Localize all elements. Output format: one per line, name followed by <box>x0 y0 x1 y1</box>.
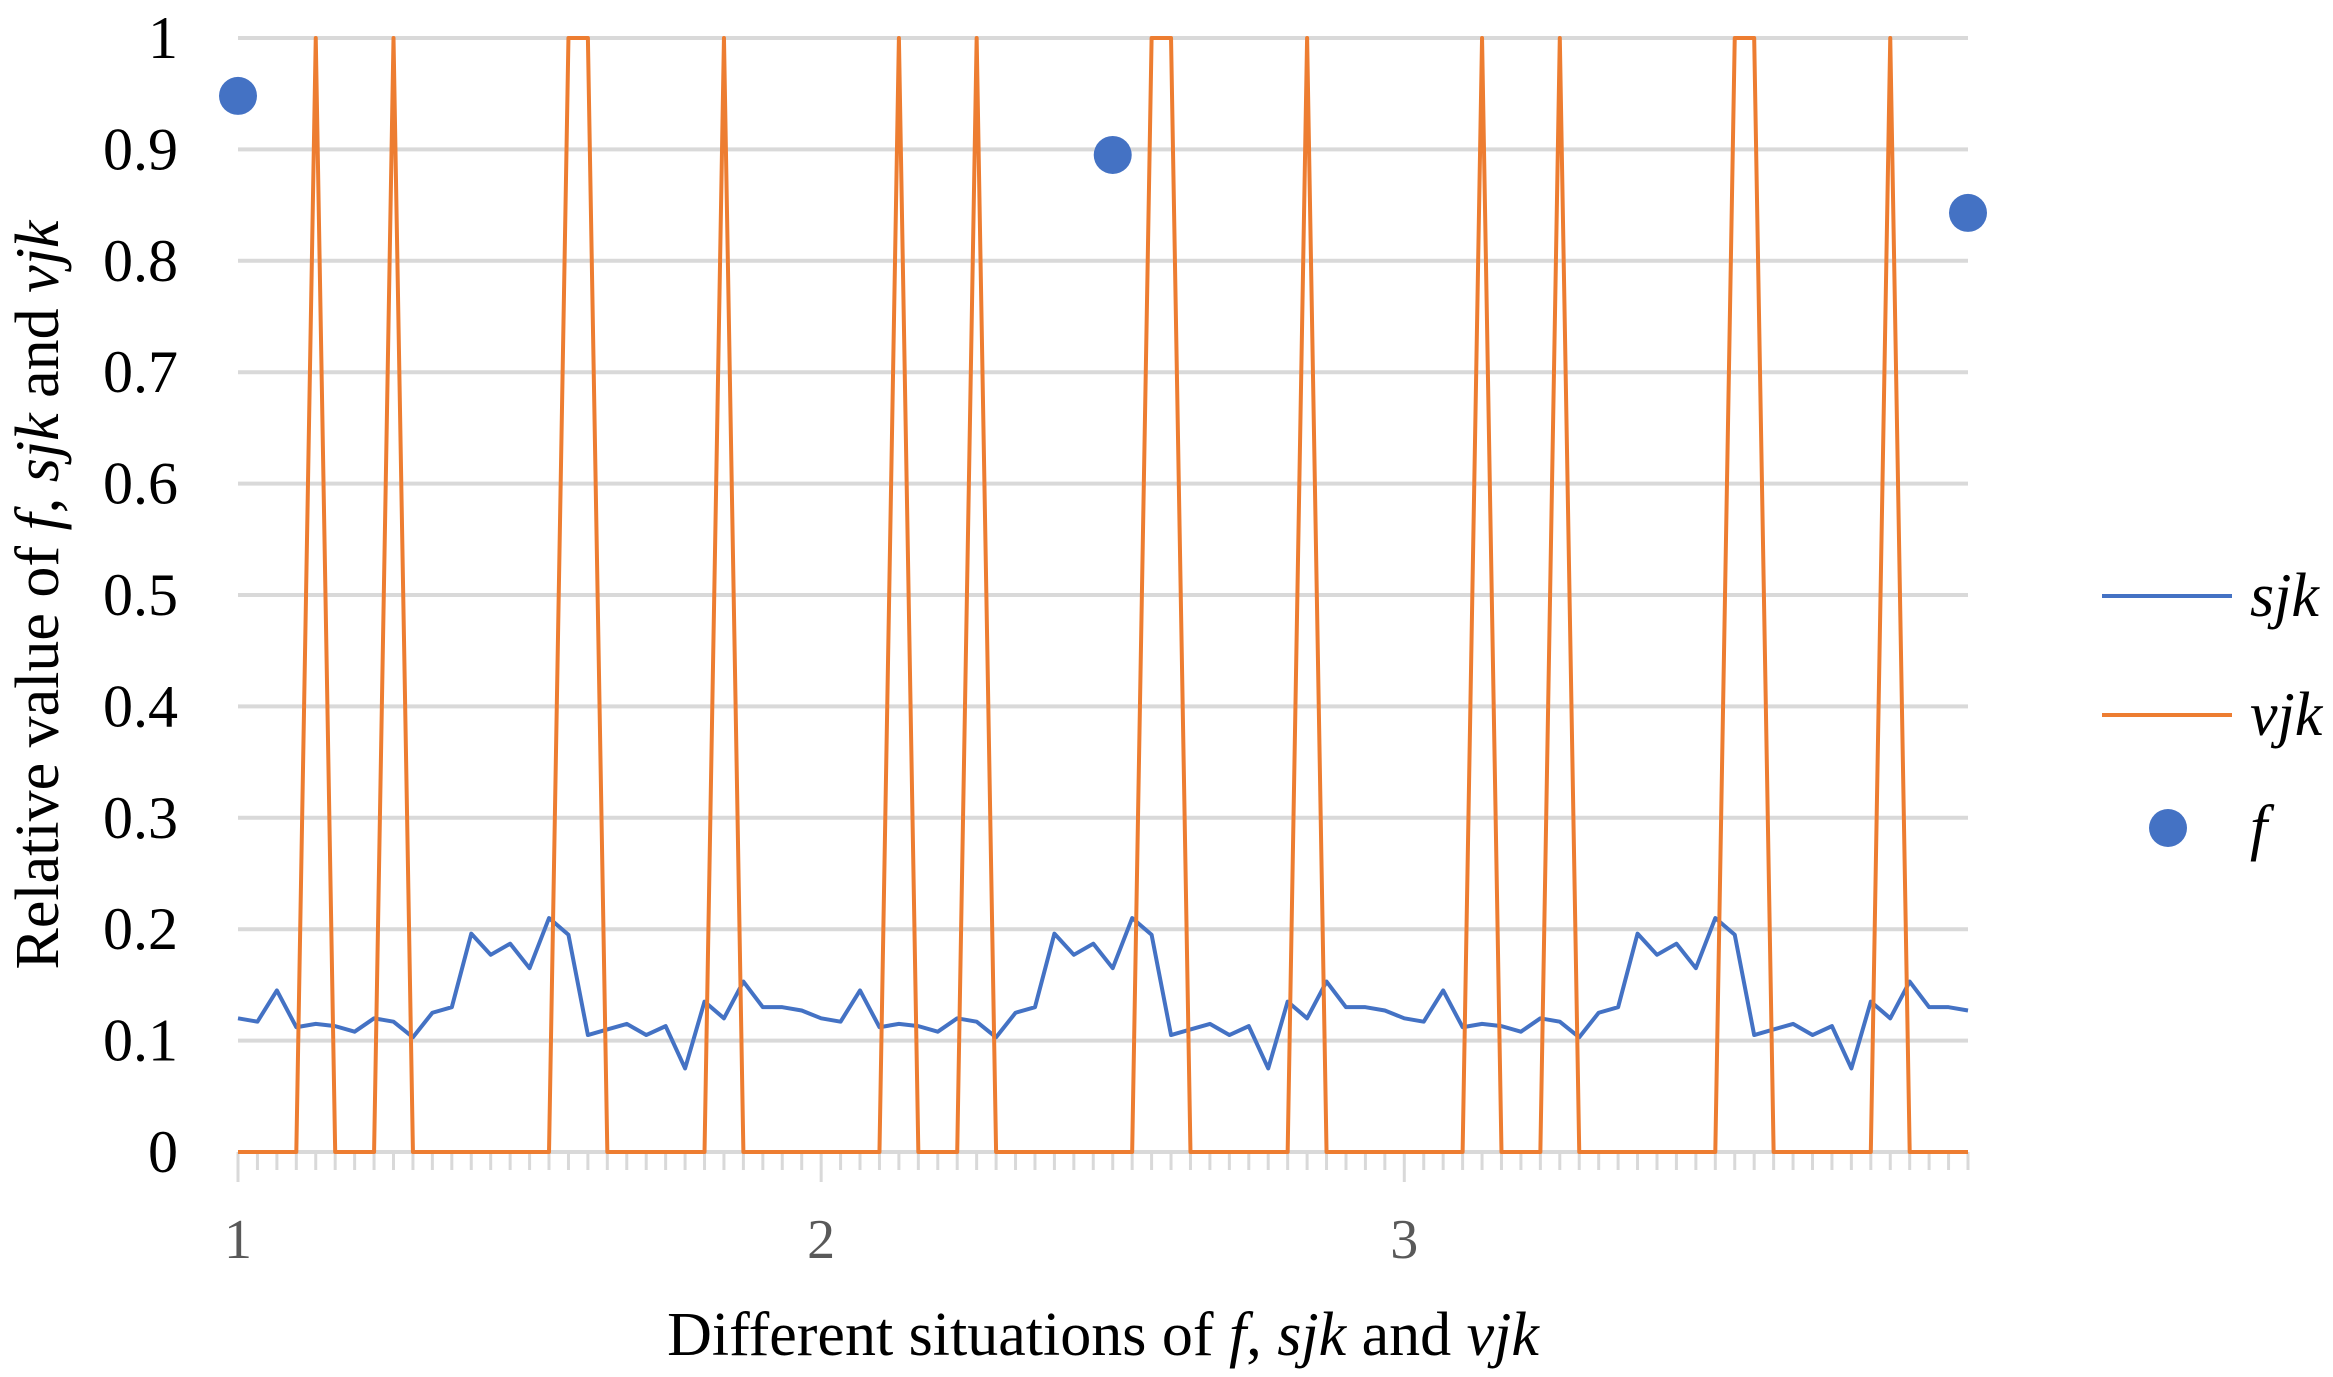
gridlines <box>238 36 1968 1043</box>
legend-f-label: f <box>2250 794 2275 862</box>
y-tick-labels: 0 0.1 0.2 0.3 0.4 0.5 0.6 0.7 0.8 0.9 1 <box>103 5 178 1185</box>
legend-vjk-label: vjk <box>2250 681 2324 749</box>
axis-title-part: sjk <box>1277 1301 1347 1369</box>
axis-title-part: Different situations of <box>667 1301 1229 1369</box>
series-f-point <box>219 76 257 115</box>
y-tick-label: 0.6 <box>103 451 178 517</box>
x-tick-labels: 1 2 3 <box>224 1209 1418 1271</box>
legend-f-swatch <box>2149 809 2187 847</box>
y-axis-title: Relative value of f, sjk and vjk <box>4 219 72 969</box>
y-tick-label: 0.1 <box>103 1008 178 1074</box>
axis-title-part: vjk <box>1467 1301 1541 1369</box>
y-tick-label: 0.5 <box>103 562 178 628</box>
legend-sjk-label: sjk <box>2250 562 2320 630</box>
axis-title-part: , <box>4 482 72 513</box>
y-tick-label: 0.9 <box>103 116 178 182</box>
series-f-point <box>1093 135 1132 174</box>
x-axis <box>236 1150 1970 1182</box>
axis-title-part: Relative value of <box>4 530 72 969</box>
x-tick-label: 3 <box>1390 1209 1418 1271</box>
x-tick-label: 1 <box>224 1209 252 1271</box>
y-tick-label: 0.7 <box>103 339 178 405</box>
series-sjk-line <box>237 916 1969 1071</box>
y-tick-label: 0.3 <box>103 785 178 851</box>
legend: sjk vjk f <box>2102 562 2324 862</box>
y-tick-label: 0.8 <box>103 228 178 294</box>
series-f-point <box>1949 193 1987 232</box>
y-tick-label: 1 <box>148 5 178 71</box>
axis-title-part: and <box>4 293 72 414</box>
axis-title-part: sjk <box>4 412 72 482</box>
y-tick-label: 0 <box>148 1119 178 1185</box>
y-tick-label: 0.4 <box>103 673 178 739</box>
x-axis-title: Different situations of f, sjk and vjk <box>667 1301 1540 1369</box>
axis-title-part: vjk <box>4 219 72 293</box>
y-tick-label: 0.2 <box>103 896 178 962</box>
series-vjk-line <box>238 36 1968 1154</box>
series-group <box>219 36 1987 1154</box>
x-tick-label: 2 <box>807 1209 835 1271</box>
axis-title-part: and <box>1346 1301 1467 1369</box>
axis-title-part: , <box>1246 1301 1277 1369</box>
